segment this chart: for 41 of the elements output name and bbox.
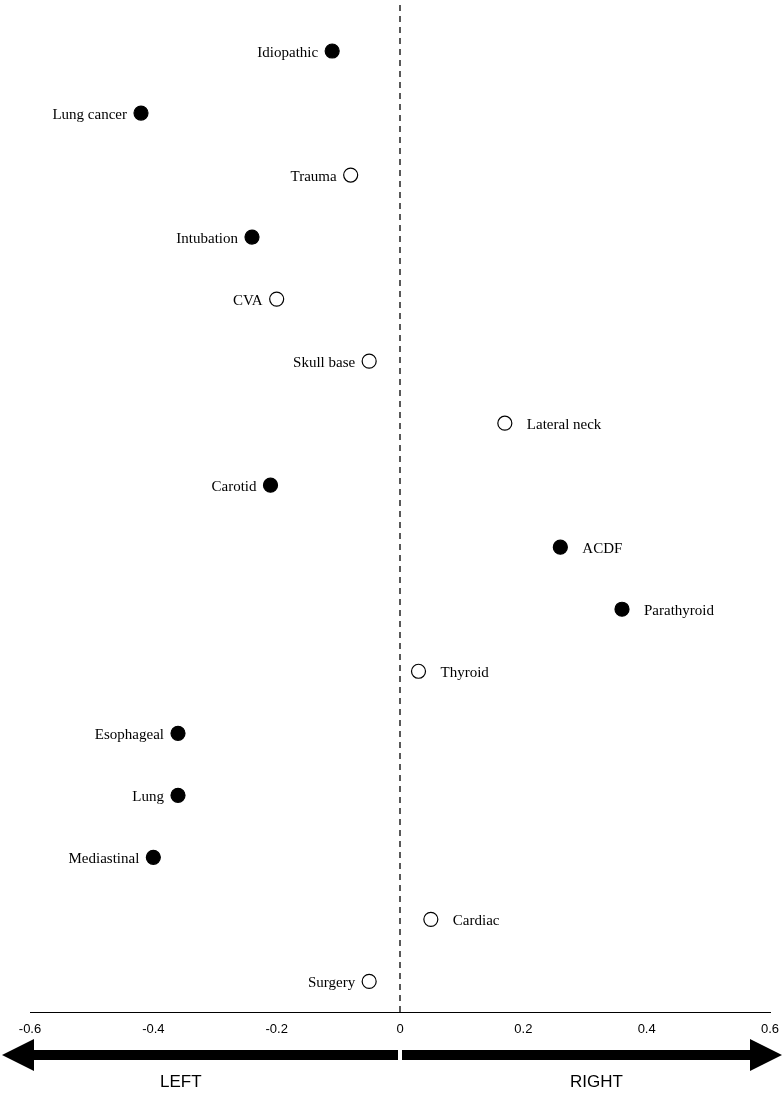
y-tick-label: Lung: [132, 788, 165, 805]
y-tick-label: Lateral neck: [526, 416, 602, 433]
point: [423, 911, 439, 927]
point: [552, 539, 568, 555]
point: [170, 725, 186, 741]
point: [361, 973, 377, 989]
point: [269, 291, 285, 307]
y-tick-label: Carotid: [211, 478, 257, 495]
y-tick-label: Skull base: [293, 354, 356, 371]
text: RIGHT: [570, 1072, 623, 1092]
point: [244, 229, 260, 245]
y-tick-label: Lung cancer: [52, 105, 127, 122]
point: [133, 105, 149, 121]
x-tick-label: 0: [396, 1020, 404, 1036]
x-tick-label: -0.2: [265, 1020, 288, 1036]
y-tick-label: ACDF: [582, 540, 623, 557]
y-tick-label: Mediastinal: [68, 850, 140, 867]
y-tick-label: Idiopathic: [257, 43, 319, 60]
point: [614, 601, 630, 617]
y-tick-label: Thyroid: [440, 664, 490, 681]
y-tick-label: Surgery: [307, 974, 356, 991]
y-tick-label: Trauma: [290, 168, 337, 184]
x-tick-label: -0.6: [18, 1020, 42, 1036]
point: [262, 477, 279, 493]
text: LEFT: [160, 1072, 202, 1092]
point: [145, 849, 161, 865]
x-tick-label: 0.4: [637, 1020, 656, 1036]
y-tick-label: Parathyroid: [644, 602, 715, 619]
y-tick-label: CVA: [232, 292, 263, 309]
x-tick-label: 0.2: [514, 1020, 533, 1036]
point: [361, 353, 377, 369]
y-tick-label: Esophageal: [94, 726, 164, 743]
y-tick-label: Intubation: [176, 230, 239, 247]
point: [324, 43, 340, 59]
point: [497, 415, 513, 431]
point: [343, 167, 359, 183]
y-tick-label: Cardiac: [452, 912, 500, 929]
x-tick-label: -0.4: [142, 1020, 165, 1036]
point: [170, 787, 186, 803]
x-tick-label: 0.6: [760, 1020, 780, 1036]
point: [410, 663, 427, 679]
